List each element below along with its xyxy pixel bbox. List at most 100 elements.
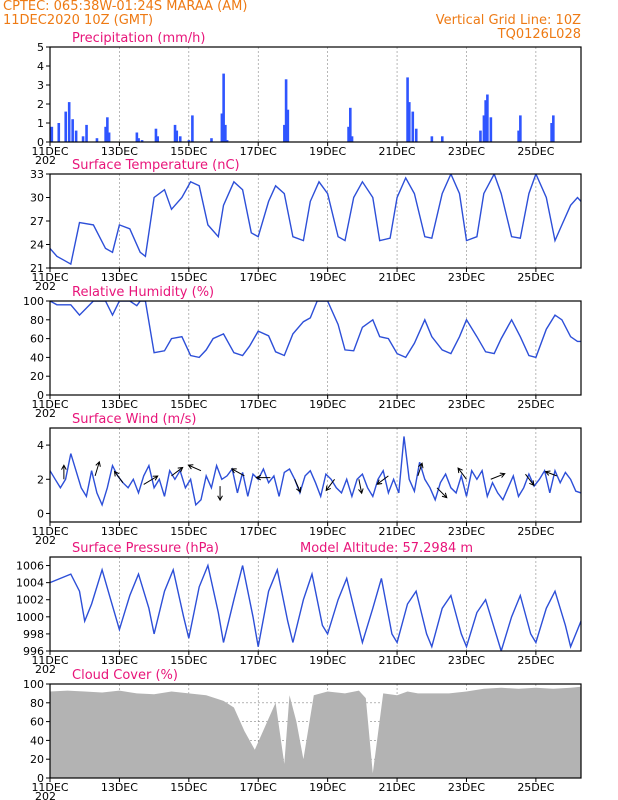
ytick-label-rh: 100 bbox=[23, 295, 44, 308]
ytick-label-precip: 2 bbox=[37, 98, 44, 111]
xtick-label-cloud: 17DEC bbox=[240, 781, 277, 794]
grid-note: Vertical Grid Line: 10Z bbox=[436, 13, 581, 28]
frame-cloud bbox=[49, 683, 582, 779]
panel-cloud: 0 20 40 60 80 100 11DEC 13DEC 15DEC 17DEC 19DEC 21D… bbox=[23, 668, 582, 800]
precip-bar bbox=[187, 140, 191, 142]
ytick-label-temp: 24 bbox=[30, 239, 44, 252]
precip-bar bbox=[440, 136, 444, 142]
ytick-label-pressure: 996 bbox=[23, 645, 44, 658]
xtick-label-cloud: 13DEC bbox=[101, 781, 138, 794]
precip-bar bbox=[408, 102, 411, 142]
xtick-label-temp: 21DEC bbox=[379, 271, 416, 284]
panel-wind: 0 2 4 11DEC 13DEC 15DEC 17DEC 19DEC 21DEC 23DEC 25… bbox=[31, 412, 582, 547]
xtick-label-wind: 25DEC bbox=[517, 525, 554, 538]
panel-title-cloud: Cloud Cover (%) bbox=[72, 668, 178, 683]
xtick-label-precip: 19DEC bbox=[309, 145, 346, 158]
xtick-label-pressure: 23DEC bbox=[448, 654, 485, 667]
panel-precip: 0 1 2 3 4 5 11DEC 13DEC 15DEC 17DEC 19DEC 21DEC 23DE… bbox=[31, 31, 582, 167]
xtick-label-rh: 23DEC bbox=[448, 398, 485, 411]
xtick-label-cloud: 23DEC bbox=[448, 781, 485, 794]
xtick-label-wind: 17DEC bbox=[240, 525, 277, 538]
plot-precip bbox=[50, 73, 555, 142]
precip-bar bbox=[283, 124, 286, 142]
panel-pressure: 996 998 1000 1002 1004 1006 11DEC 13DEC 15DEC 17D… bbox=[16, 541, 582, 676]
precip-bar bbox=[482, 115, 486, 142]
run-code: TQ0126L028 bbox=[497, 27, 581, 42]
precip-bar bbox=[430, 136, 434, 142]
xtick-label-rh: 21DEC bbox=[379, 398, 416, 411]
xtick-label-precip: 25DEC bbox=[517, 145, 554, 158]
xtick-label-temp: 15DEC bbox=[170, 271, 207, 284]
xtick-label-cloud: 21DEC bbox=[379, 781, 416, 794]
ytick-label-wind: 2 bbox=[37, 473, 44, 486]
panel-title-wind: Surface Wind (m/s) bbox=[72, 412, 196, 427]
wind-vector-arrow bbox=[61, 464, 67, 480]
ytick-label-rh: 60 bbox=[30, 333, 44, 346]
precip-bar bbox=[156, 136, 159, 142]
ytick-label-rh: 0 bbox=[37, 389, 44, 402]
xtick-label-cloud: 25DEC bbox=[517, 781, 554, 794]
precip-bar bbox=[74, 130, 78, 142]
wind-series-line bbox=[50, 436, 581, 507]
xtick-label-temp: 19DEC bbox=[309, 271, 346, 284]
panel-title-precip: Precipitation (mm/h) bbox=[72, 31, 205, 46]
precip-bar bbox=[225, 140, 229, 142]
wind-vector-arrow bbox=[457, 467, 467, 480]
xtick-label-pressure: 25DEC bbox=[517, 654, 554, 667]
precip-bar bbox=[104, 126, 107, 142]
precip-bar bbox=[350, 136, 354, 142]
ytick-label-temp: 30 bbox=[30, 192, 44, 205]
ytick-label-precip: 4 bbox=[37, 60, 44, 73]
precip-bar bbox=[519, 115, 522, 142]
ytick-label-cloud: 100 bbox=[23, 678, 44, 691]
wind-vector-arrow bbox=[94, 460, 101, 476]
ytick-label-pressure: 1000 bbox=[16, 611, 44, 624]
xtick-label-wind: 11DEC bbox=[31, 525, 68, 538]
rh-series-line bbox=[50, 301, 581, 359]
xtick-label-pressure: 17DEC bbox=[240, 654, 277, 667]
precip-bar bbox=[137, 138, 140, 142]
ytick-label-rh: 40 bbox=[30, 351, 44, 364]
ytick-label-cloud: 40 bbox=[30, 734, 44, 747]
wind-vector-arrow bbox=[217, 486, 223, 502]
xtick-label-precip: 13DEC bbox=[101, 145, 138, 158]
wind-vector-arrow bbox=[171, 466, 184, 477]
precip-bar bbox=[552, 115, 555, 142]
pressure-series-line bbox=[50, 563, 581, 651]
panel-stack: 0 1 2 3 4 5 11DEC 13DEC 15DEC 17DEC 19DEC 21DEC 23DE… bbox=[16, 31, 582, 800]
wind-vector-arrow bbox=[525, 473, 535, 487]
xtick-label-rh: 25DEC bbox=[517, 398, 554, 411]
precip-bar bbox=[484, 100, 487, 142]
precip-bar bbox=[517, 130, 520, 142]
precip-bar bbox=[178, 136, 182, 142]
xtick-label-pressure: 11DEC bbox=[31, 654, 68, 667]
precip-bar bbox=[347, 126, 350, 142]
precip-bar bbox=[135, 132, 139, 142]
ytick-label-cloud: 60 bbox=[30, 716, 44, 729]
ytick-label-pressure: 1004 bbox=[16, 577, 44, 590]
ytick-label-pressure: 1006 bbox=[16, 560, 44, 573]
wind-vector-arrow bbox=[417, 462, 424, 477]
precip-bar bbox=[191, 115, 194, 142]
precip-bar bbox=[411, 111, 415, 142]
xtick-label-wind: 21DEC bbox=[379, 525, 416, 538]
panel-title-rh: Relative Humidity (%) bbox=[72, 285, 214, 300]
panel-rh: 0 20 40 60 80 100 11DEC 13DEC 15DEC 17DEC 19DEC 21D… bbox=[23, 285, 582, 420]
xtick-label-temp: 17DEC bbox=[240, 271, 277, 284]
ytick-label-rh: 80 bbox=[30, 314, 44, 327]
ytick-label-rh: 20 bbox=[30, 370, 44, 383]
frame-pressure bbox=[49, 556, 582, 652]
xtick-label-cloud: 11DEC bbox=[31, 781, 68, 794]
precip-bar bbox=[220, 113, 224, 142]
ytick-label-precip: 1 bbox=[37, 117, 44, 130]
xtick-label-rh: 15DEC bbox=[170, 398, 207, 411]
xtick-label-precip: 11DEC bbox=[31, 145, 68, 158]
precip-bar bbox=[81, 136, 85, 142]
precip-bar bbox=[175, 130, 179, 142]
xtick-label-precip: 17DEC bbox=[240, 145, 277, 158]
xtick-label-pressure: 15DEC bbox=[170, 654, 207, 667]
wind-vector-arrow bbox=[255, 474, 271, 481]
precip-bar bbox=[406, 77, 409, 142]
precip-bar bbox=[71, 119, 74, 142]
xtick-label-temp: 13DEC bbox=[101, 271, 138, 284]
